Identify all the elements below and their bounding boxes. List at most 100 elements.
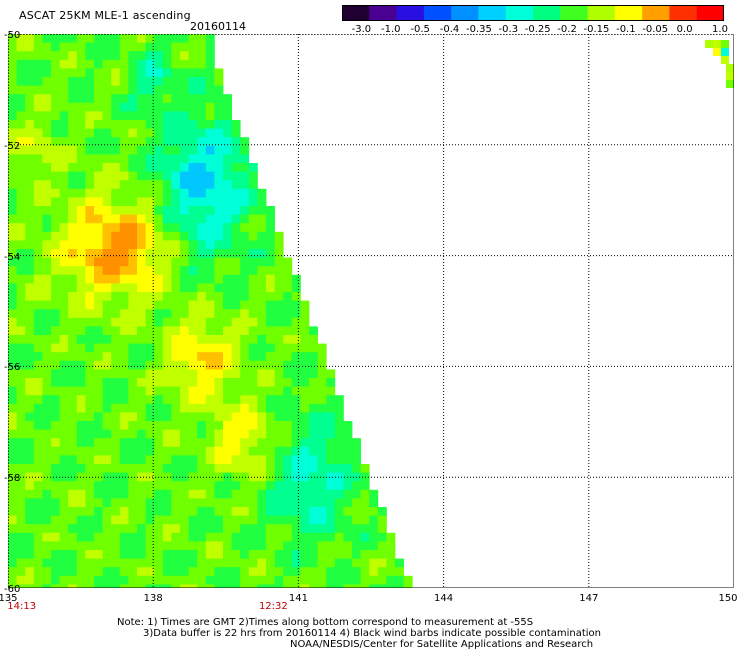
swath-cell — [85, 85, 95, 95]
swath-cell — [188, 223, 198, 233]
swath-cell — [300, 309, 310, 319]
swath-cell — [16, 498, 26, 508]
swath-cell — [137, 567, 146, 577]
swath-cell — [257, 532, 267, 542]
swath-cell — [214, 171, 224, 181]
swath-cell — [33, 309, 43, 319]
swath-cell — [171, 42, 181, 52]
swath-cell — [16, 102, 26, 112]
swath-cell — [223, 412, 232, 422]
swath-cell — [42, 197, 52, 207]
swath-cell — [377, 515, 387, 525]
swath-cell — [94, 489, 103, 499]
swath-cell — [257, 515, 267, 525]
swath-cell — [180, 584, 189, 588]
swath-cell — [248, 378, 258, 387]
swath-cell — [205, 550, 215, 559]
swath-cell — [223, 481, 232, 491]
swath-cell — [162, 498, 172, 508]
swath-cell — [214, 94, 224, 104]
swath-cell — [85, 464, 95, 473]
swath-cell — [8, 429, 17, 439]
swath-cell — [334, 524, 344, 534]
swath-cell — [188, 446, 198, 456]
swath-cell — [171, 378, 181, 387]
swath-cell — [145, 214, 155, 224]
swath-cell — [128, 171, 138, 181]
swath-cell — [154, 309, 164, 319]
swath-cell — [128, 421, 138, 430]
swath-cell — [76, 137, 86, 147]
swath-cell — [291, 403, 301, 413]
swath-cell — [25, 292, 35, 301]
swath-cell — [223, 575, 232, 585]
swath-cell — [16, 231, 26, 241]
swath-cell — [257, 274, 267, 284]
swath-cell — [197, 472, 207, 482]
swath-cell — [25, 524, 35, 534]
swath-cell — [8, 154, 17, 164]
swath-cell — [111, 137, 121, 147]
swath-cell — [180, 317, 189, 327]
swath-cell — [145, 120, 155, 129]
swath-cell — [16, 481, 26, 491]
swath-cell — [8, 42, 17, 52]
swath-cell — [197, 558, 207, 568]
swath-cell — [266, 395, 275, 405]
swath-cell — [42, 85, 52, 95]
swath-cell — [111, 335, 121, 344]
swath-cell — [102, 403, 112, 413]
swath-cell — [42, 171, 52, 181]
swath-cell — [231, 438, 241, 448]
swath-cell — [102, 154, 112, 164]
swath-cell — [42, 111, 52, 121]
swath-cell — [257, 481, 267, 491]
swath-cell — [205, 300, 215, 310]
swath-cell — [283, 403, 293, 413]
swath-cell — [369, 558, 379, 568]
swath-cell — [214, 489, 224, 499]
swath-cell — [274, 292, 284, 301]
swath-cell — [33, 154, 43, 164]
swath-cell — [51, 378, 60, 387]
swath-cell — [283, 343, 293, 353]
swath-cell — [33, 42, 43, 52]
swath-cell — [266, 352, 275, 362]
swath-cell — [197, 532, 207, 542]
swath-cell — [68, 498, 78, 508]
swath-cell — [395, 558, 404, 568]
swath-cell — [300, 412, 310, 422]
swath-cell — [180, 326, 189, 336]
swath-cell — [59, 197, 69, 207]
swath-cell — [162, 111, 172, 121]
swath-cell — [137, 42, 146, 52]
swath-cell — [33, 498, 43, 508]
swath-cell — [197, 180, 207, 190]
swath-cell — [94, 584, 103, 588]
swath-cell — [188, 188, 198, 198]
swath-cell — [25, 42, 35, 52]
swath-cell — [68, 42, 78, 52]
swath-cell — [102, 584, 112, 588]
swath-cell — [180, 214, 189, 224]
swath-cell — [223, 266, 232, 276]
swath-cell — [76, 524, 86, 534]
swath-cell — [231, 120, 241, 129]
swath-cell — [334, 575, 344, 585]
swath-cell — [51, 59, 60, 69]
swath-cell — [128, 163, 138, 172]
swath-cell — [154, 240, 164, 250]
swath-cell — [205, 352, 215, 362]
swath-cell — [154, 163, 164, 172]
swath-cell — [25, 317, 35, 327]
swath-cell — [8, 584, 17, 588]
swath-cell — [334, 550, 344, 559]
swath-cell — [33, 137, 43, 147]
swath-cell — [59, 274, 69, 284]
swath-cell — [257, 335, 267, 344]
swath-cell — [16, 274, 26, 284]
swath-cell — [248, 575, 258, 585]
swath-cell — [8, 360, 17, 370]
swath-cell — [76, 257, 86, 267]
swath-cell — [154, 145, 164, 155]
